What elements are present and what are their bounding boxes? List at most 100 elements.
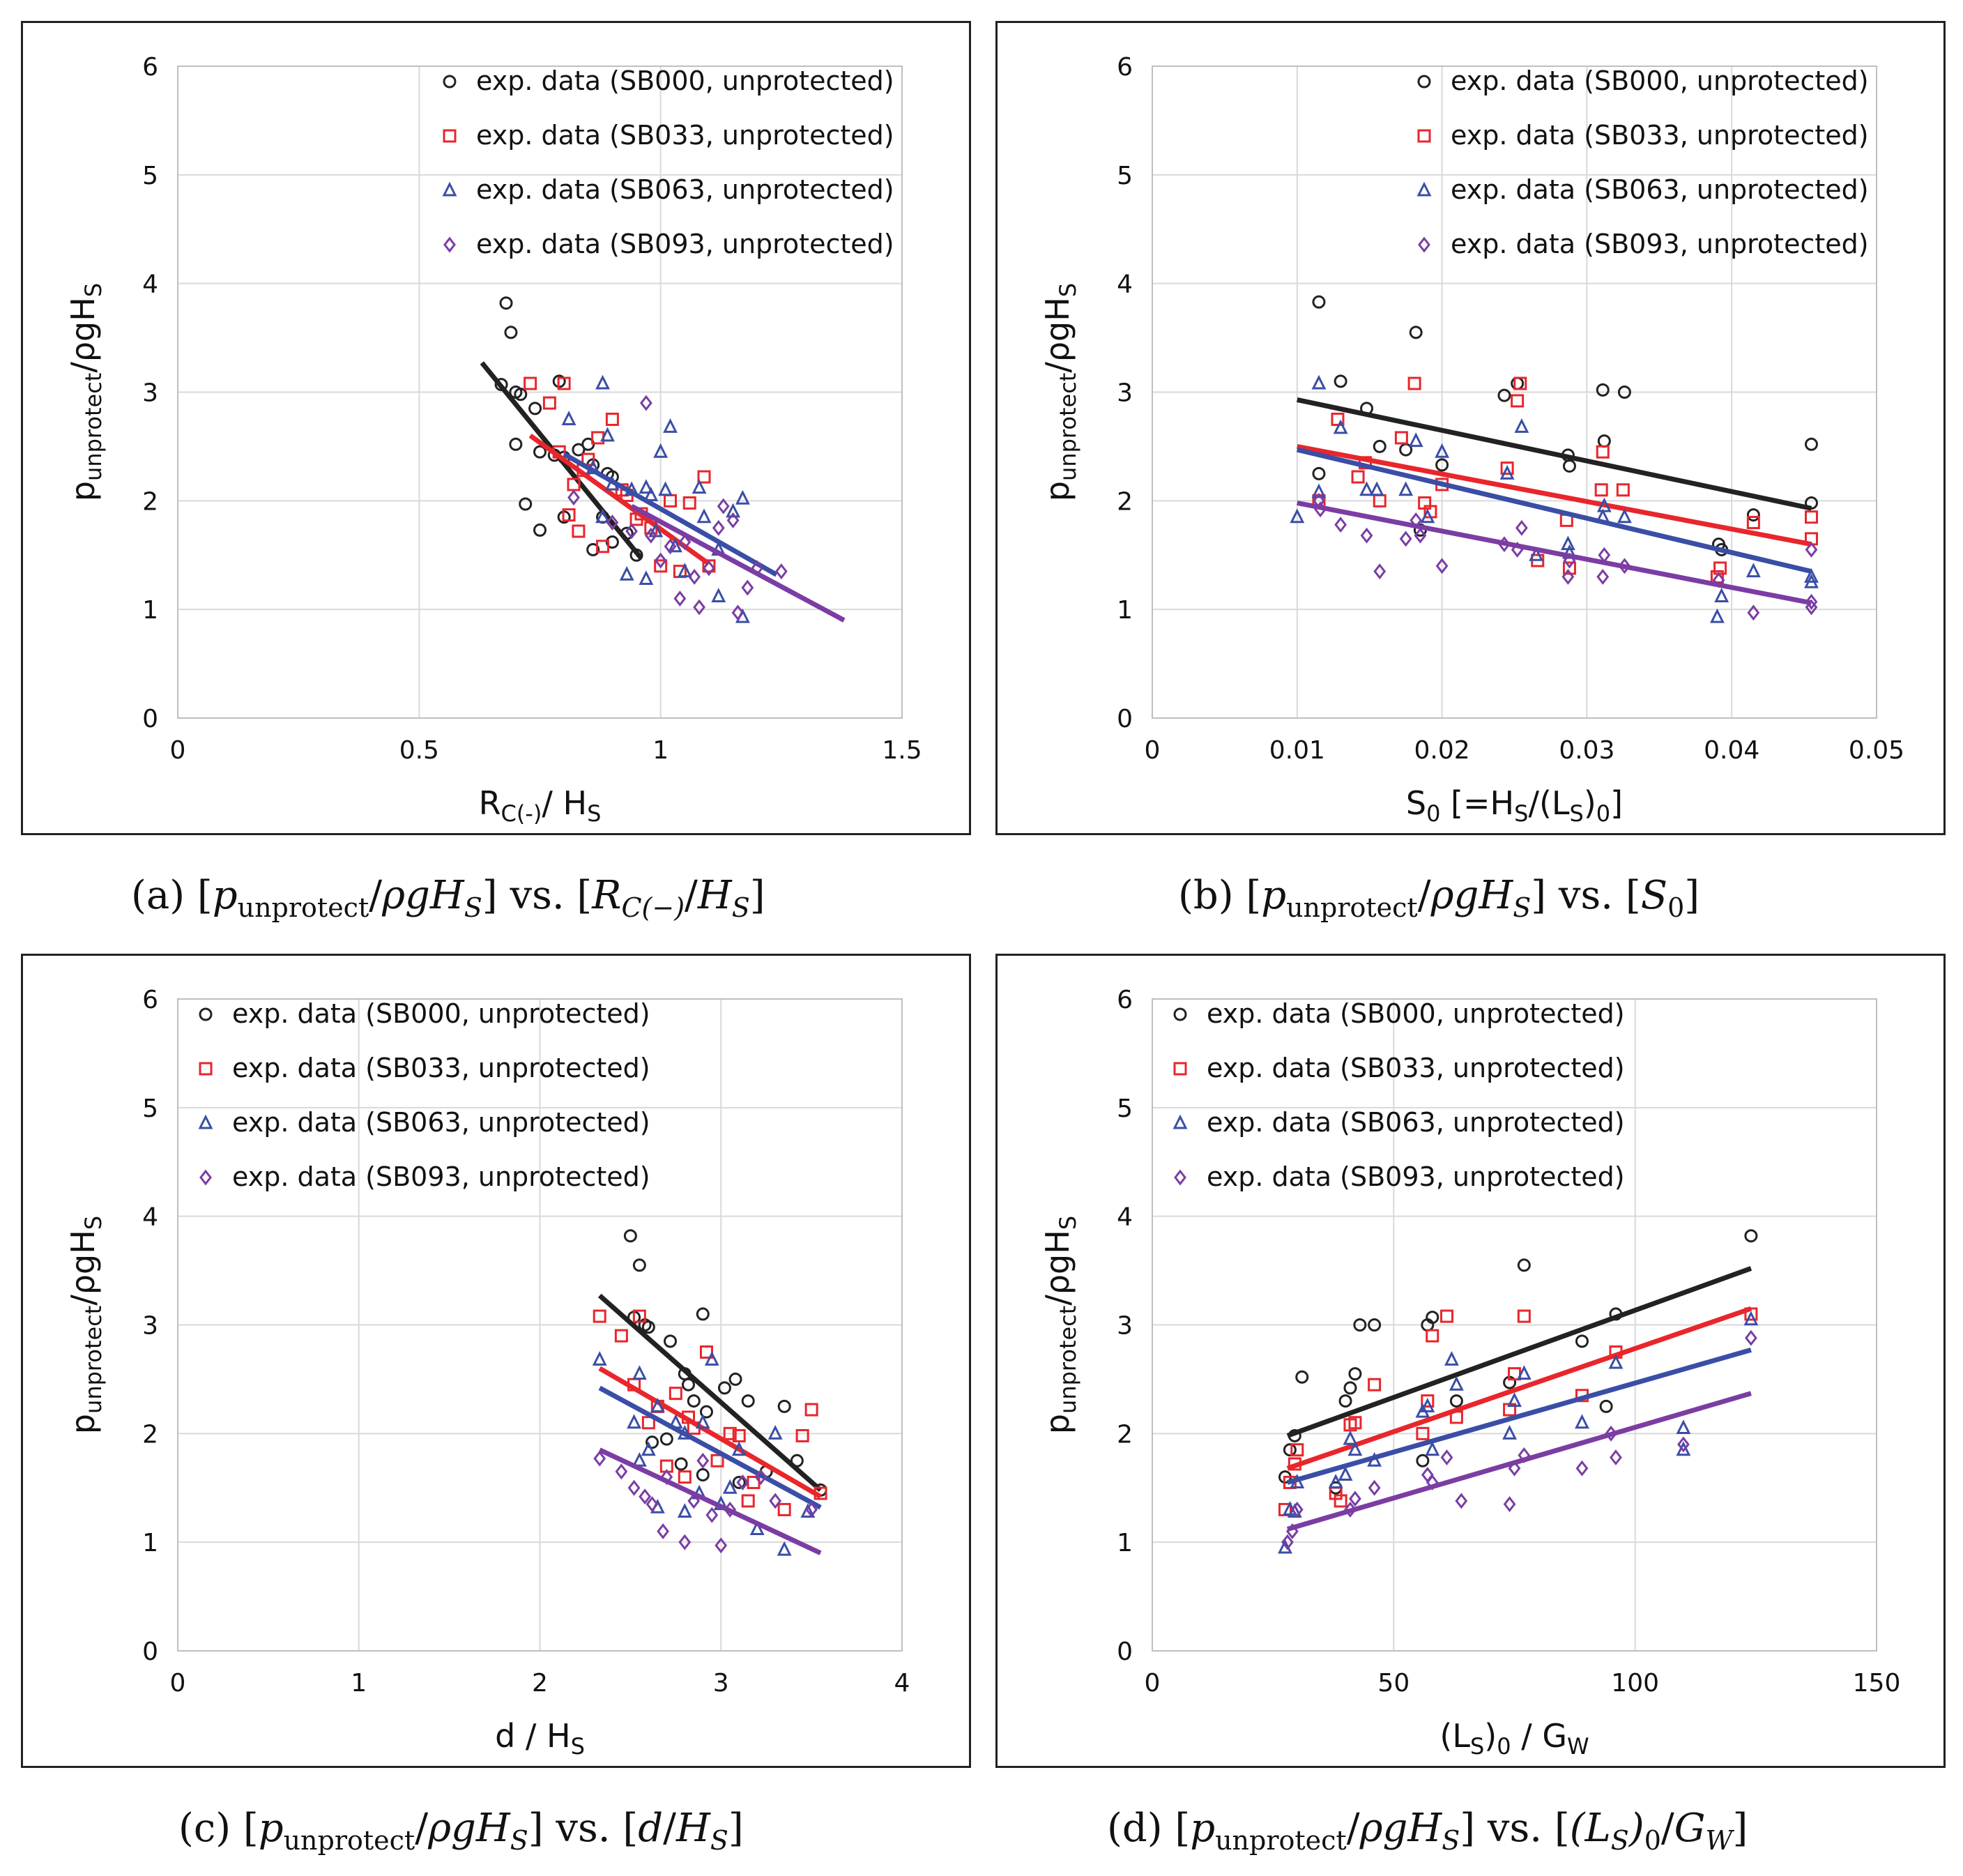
y-tick-label: 4 [1117,270,1133,299]
y-tick-label: 2 [142,1420,158,1449]
legend-marker [443,75,457,89]
data-point [1373,439,1387,453]
data-point [533,445,547,459]
data-point [562,508,576,522]
y-tick-label: 3 [142,1312,158,1341]
legend-marker [1174,1169,1186,1186]
data-point [1343,1381,1357,1395]
data-point [1515,519,1528,536]
series-0 [1278,1229,1758,1495]
data-point [533,523,547,537]
data-point [696,508,712,524]
data-point [678,1470,692,1484]
chart-frame-a: 0 1 2 3 4 5 6 0 0.5 1 1.5 punprotect/ρgHS RC(-)/ HS e… [21,21,971,835]
trend-line [1297,443,1812,547]
data-point [1333,419,1348,434]
data-point [1416,1454,1430,1467]
data-point [1281,1534,1294,1550]
y-tick-label: 5 [142,162,158,190]
gridlines [1152,66,1877,719]
caption-b: (b) [punprotect/ρgHS] vs. [S0] [1178,873,1700,924]
data-point [1499,465,1515,480]
data-point [669,1387,682,1401]
data-point [1312,295,1326,309]
legend-label: exp. data (SB000, unprotected) [232,998,650,1029]
legend-marker [1416,181,1432,197]
y-tick-label: 2 [1117,487,1133,516]
data-point [1360,527,1373,544]
legend-marker [199,1169,212,1186]
series-0 [597,1229,827,1497]
caption-c: (c) [punprotect/ρgHS] vs. [d/HS] [178,1806,744,1856]
x-tick-label: 0.04 [1704,736,1759,765]
y-tick-label: 2 [1117,1420,1133,1449]
data-point [1373,563,1387,580]
data-point [1435,458,1449,472]
data-point [1596,383,1610,397]
data-point [1420,1398,1435,1412]
x-tick-label: 2 [532,1669,548,1698]
y-axis-label: punprotect/ρgHS [64,283,107,501]
data-point [619,565,634,581]
legend-marker [199,1007,213,1021]
legend-label: exp. data (SB063, unprotected) [476,174,894,205]
data-point [605,535,619,549]
data-point [600,427,615,442]
data-point [668,537,682,553]
data-point [754,1469,767,1486]
trend-line [598,1385,822,1510]
data-point [654,559,668,573]
data-point [774,563,788,580]
series-0 [480,296,643,562]
data-point [1290,1501,1304,1518]
data-point [1745,1329,1757,1346]
data-point [723,1426,737,1440]
data-point [726,503,740,518]
data-point [1368,1479,1381,1496]
y-tick-label: 3 [1117,1312,1133,1341]
y-tick-label: 4 [142,270,158,299]
data-point [722,1479,738,1494]
legend-label: exp. data (SB063, unprotected) [1207,1107,1625,1138]
data-point [1529,546,1544,561]
data-point [1511,376,1525,390]
data-point [1514,418,1529,433]
data-point [1676,1441,1691,1456]
legend-label: exp. data (SB033, unprotected) [1207,1053,1625,1083]
data-point [704,1351,719,1366]
legend-marker [199,1062,213,1076]
legend-marker [443,129,457,143]
data-point [804,1403,818,1417]
y-tick-label: 1 [1117,596,1133,625]
y-tick-label: 4 [142,1203,158,1232]
data-point [1394,431,1408,445]
data-point [1399,531,1412,547]
series-2 [592,1351,822,1556]
y-tick-label: 0 [142,1638,158,1666]
data-point [1334,517,1347,533]
chart-b: 0 1 2 3 4 5 6 0 0.01 0.02 0.03 0.04 0.05 punprotect/ρ… [1039,53,1904,827]
data-point [1290,1443,1304,1457]
data-point [711,588,726,602]
data-point [1455,1493,1468,1509]
data-point [1347,1441,1363,1456]
y-tick-label: 6 [1117,53,1133,82]
data-point [1416,1426,1430,1440]
data-point [1435,443,1450,458]
data-point [1517,1258,1531,1272]
chart-d: 0 1 2 3 4 5 6 0 50 100 150 punprotect/ρgHS (LS)0 / G… [1039,986,1900,1760]
data-point [1599,1399,1613,1413]
data-point [731,604,744,621]
data-point [1561,568,1575,585]
legend-label: exp. data (SB093, unprotected) [232,1161,650,1192]
legend-label: exp. data (SB033, unprotected) [1451,120,1869,151]
data-point [1414,527,1427,544]
data-point [632,1365,647,1380]
data-point [572,443,586,457]
series-2 [561,374,778,623]
trend-line [630,504,846,623]
data-point [795,1428,809,1442]
data-point [1421,1394,1435,1408]
legend-label: exp. data (SB000, unprotected) [1207,998,1625,1029]
data-point [623,1229,637,1243]
